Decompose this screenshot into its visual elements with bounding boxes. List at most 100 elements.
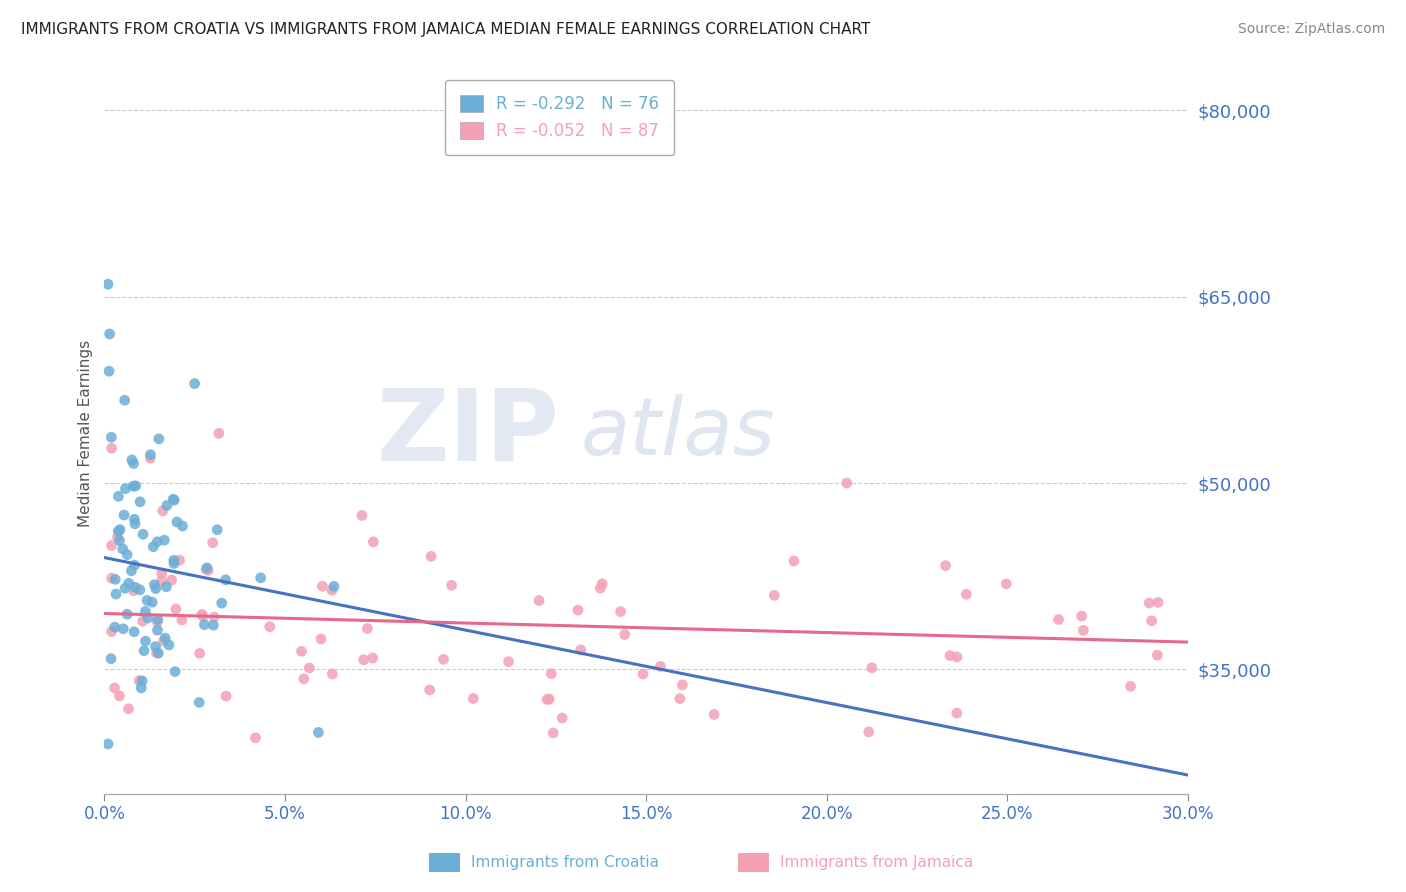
Point: [136, 593, 159, 607]
Point: [114, 482, 136, 496]
Point: [114, 393, 136, 408]
Point: [363, 534, 385, 549]
Point: [202, 618, 225, 632]
Point: [1119, 679, 1142, 693]
Point: [995, 577, 1018, 591]
Point: [650, 659, 672, 673]
Point: [145, 640, 167, 654]
Point: [205, 523, 228, 537]
Text: Source: ZipAtlas.com: Source: ZipAtlas.com: [1237, 22, 1385, 37]
Point: [136, 611, 159, 625]
Point: [193, 617, 215, 632]
Point: [100, 442, 122, 456]
Point: [112, 508, 135, 522]
Point: [120, 564, 142, 578]
Point: [107, 489, 129, 503]
Point: [122, 479, 145, 493]
Point: [148, 646, 170, 660]
Point: [146, 624, 169, 638]
Point: [215, 689, 238, 703]
Point: [613, 627, 636, 641]
Point: [290, 644, 312, 658]
Point: [146, 612, 169, 626]
Point: [107, 524, 129, 539]
Point: [134, 604, 156, 618]
Point: [591, 577, 613, 591]
Point: [148, 432, 170, 446]
Point: [153, 533, 176, 548]
Point: [139, 451, 162, 466]
Point: [141, 595, 163, 609]
Point: [115, 607, 138, 622]
Point: [538, 692, 561, 706]
Point: [356, 622, 378, 636]
Point: [163, 557, 186, 571]
Point: [201, 535, 224, 549]
Point: [100, 539, 122, 553]
Point: [111, 541, 134, 556]
Point: [551, 711, 574, 725]
Point: [107, 530, 129, 544]
Point: [100, 571, 122, 585]
Point: [569, 643, 592, 657]
Point: [152, 504, 174, 518]
Point: [150, 566, 173, 581]
Point: [609, 605, 631, 619]
Point: [104, 572, 127, 586]
Point: [100, 624, 122, 639]
Point: [156, 499, 179, 513]
Point: [1137, 596, 1160, 610]
Point: [97, 737, 120, 751]
Point: [124, 516, 146, 531]
Text: atlas: atlas: [581, 394, 776, 473]
Point: [114, 582, 136, 596]
Point: [783, 554, 806, 568]
Point: [540, 666, 562, 681]
Point: [946, 650, 969, 665]
Point: [432, 652, 454, 666]
Point: [108, 523, 131, 537]
Point: [104, 620, 127, 634]
Point: [166, 515, 188, 529]
Point: [160, 573, 183, 587]
Point: [150, 574, 173, 588]
Point: [131, 615, 153, 629]
Point: [121, 453, 143, 467]
Point: [353, 653, 375, 667]
Point: [361, 651, 384, 665]
Point: [108, 533, 131, 548]
Point: [162, 492, 184, 507]
Point: [323, 579, 346, 593]
Point: [155, 580, 177, 594]
Point: [103, 681, 125, 695]
Text: ZIP: ZIP: [377, 384, 560, 482]
Point: [146, 615, 169, 629]
Legend: R = -0.292   N = 76, R = -0.052   N = 87: R = -0.292 N = 76, R = -0.052 N = 87: [444, 80, 675, 155]
Point: [188, 646, 211, 660]
Point: [194, 562, 217, 576]
Point: [669, 691, 692, 706]
Point: [118, 576, 141, 591]
Point: [321, 583, 343, 598]
Point: [183, 376, 205, 391]
Point: [191, 607, 214, 622]
Point: [419, 682, 441, 697]
Point: [631, 667, 654, 681]
Point: [763, 588, 786, 602]
Point: [142, 540, 165, 554]
Point: [139, 448, 162, 462]
Point: [536, 692, 558, 706]
Point: [163, 553, 186, 567]
Point: [172, 519, 194, 533]
Point: [129, 495, 152, 509]
Point: [946, 706, 969, 720]
Point: [860, 661, 883, 675]
Point: [214, 573, 236, 587]
Point: [108, 689, 131, 703]
Point: [97, 277, 120, 292]
Point: [589, 581, 612, 595]
Point: [703, 707, 725, 722]
Point: [567, 603, 589, 617]
Point: [122, 583, 145, 598]
Point: [311, 579, 333, 593]
